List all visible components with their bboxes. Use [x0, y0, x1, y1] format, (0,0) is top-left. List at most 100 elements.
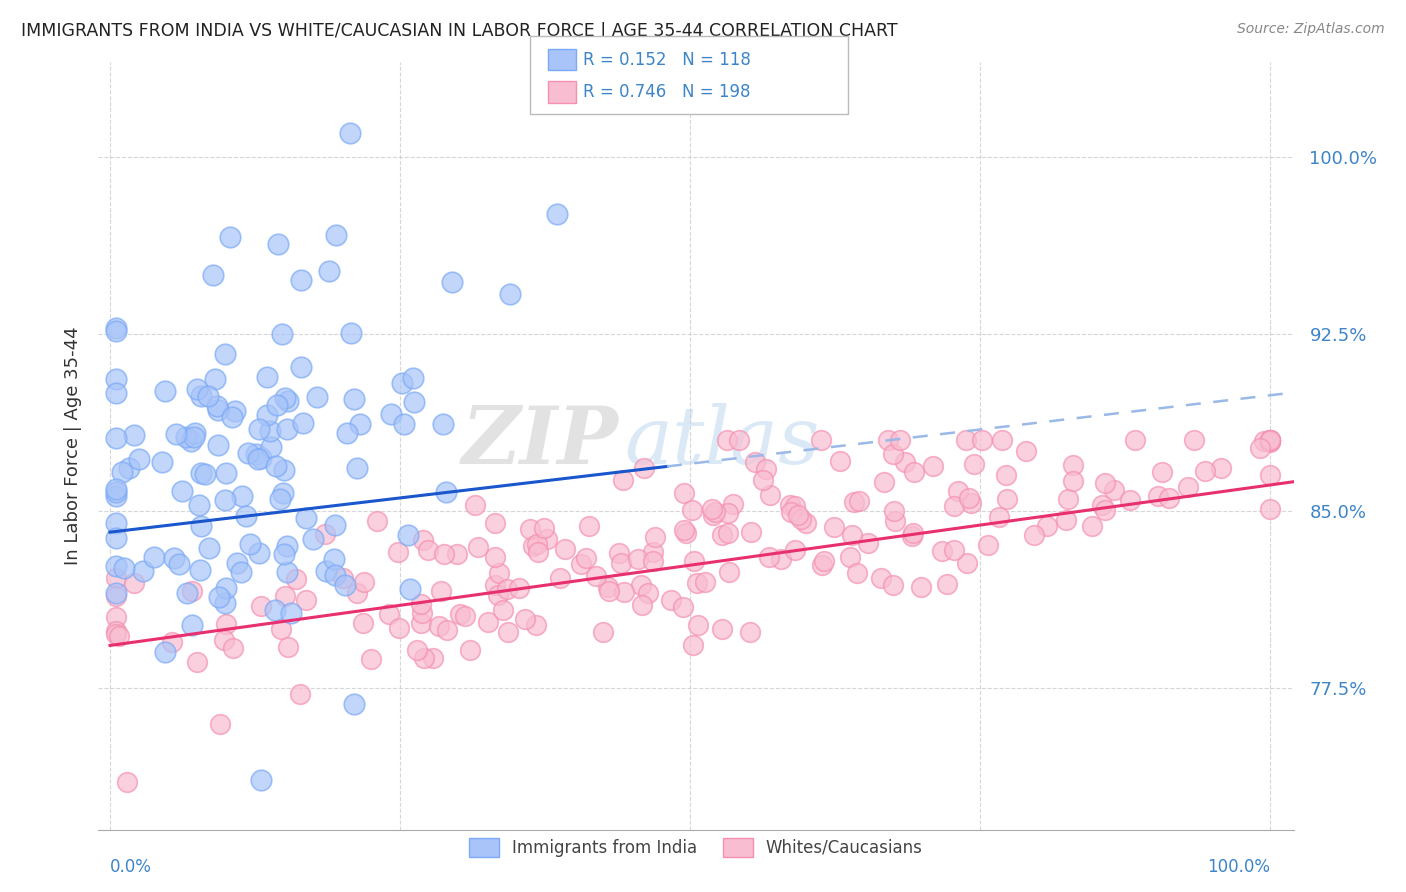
Point [962, 458, 984, 472]
Point [104, 627, 127, 641]
Point [449, 607, 471, 621]
Point [118, 461, 141, 475]
Point [508, 581, 530, 595]
Point [360, 652, 382, 666]
Point [295, 511, 318, 525]
Point [955, 433, 977, 447]
Point [598, 580, 620, 594]
Point [346, 586, 368, 600]
Point [422, 651, 444, 665]
Point [392, 417, 415, 431]
Point [1258, 433, 1281, 447]
Point [631, 598, 654, 612]
Point [592, 624, 614, 639]
Point [585, 569, 607, 583]
Point [406, 643, 429, 657]
Point [231, 565, 253, 579]
Point [686, 575, 709, 590]
Point [221, 409, 243, 424]
Point [104, 485, 127, 500]
Point [1209, 461, 1232, 475]
Point [274, 391, 297, 405]
Point [533, 521, 555, 535]
Point [477, 615, 499, 630]
Point [411, 607, 433, 621]
Point [1258, 467, 1281, 482]
Point [681, 503, 703, 517]
Point [250, 450, 273, 465]
Point [830, 454, 852, 468]
Text: IMMIGRANTS FROM INDIA VS WHITE/CAUCASIAN IN LABOR FORCE | AGE 35-44 CORRELATION : IMMIGRANTS FROM INDIA VS WHITE/CAUCASIAN… [21, 22, 897, 40]
Point [1014, 444, 1036, 458]
Point [399, 582, 422, 596]
Point [207, 438, 229, 452]
Point [936, 577, 959, 591]
Point [245, 447, 267, 461]
Point [571, 558, 593, 572]
Point [738, 625, 761, 640]
Point [276, 539, 298, 553]
Text: R = 0.152   N = 118: R = 0.152 N = 118 [583, 51, 751, 69]
Point [231, 489, 253, 503]
Text: Source: ZipAtlas.com: Source: ZipAtlas.com [1237, 22, 1385, 37]
Point [432, 417, 454, 431]
Text: atlas: atlas [624, 403, 820, 481]
Point [957, 491, 980, 505]
Point [710, 622, 733, 636]
Point [931, 544, 953, 558]
Point [250, 599, 273, 613]
Point [294, 592, 316, 607]
Point [346, 461, 368, 475]
Point [276, 422, 298, 436]
Point [754, 462, 776, 476]
Point [1081, 519, 1104, 533]
Point [883, 504, 905, 518]
Point [977, 538, 1000, 552]
Point [290, 687, 312, 701]
Point [340, 326, 363, 341]
Point [598, 584, 620, 599]
Point [1258, 433, 1281, 447]
Point [273, 463, 295, 477]
Point [104, 372, 127, 386]
Point [546, 206, 568, 220]
Y-axis label: In Labor Force | Age 35-44: In Labor Force | Age 35-44 [63, 326, 82, 566]
Point [434, 484, 457, 499]
Point [186, 655, 208, 669]
Point [488, 566, 510, 581]
Point [104, 431, 127, 445]
Point [305, 390, 328, 404]
Point [274, 589, 297, 603]
Point [446, 547, 468, 561]
Point [222, 641, 245, 656]
Point [409, 616, 432, 631]
Point [153, 384, 176, 398]
Point [536, 532, 558, 546]
Point [160, 635, 183, 649]
Point [441, 275, 464, 289]
Point [872, 475, 894, 489]
Point [207, 402, 229, 417]
Point [994, 468, 1017, 483]
Point [956, 556, 979, 570]
Point [104, 325, 127, 339]
Point [783, 542, 806, 557]
Point [339, 126, 361, 140]
Point [214, 492, 236, 507]
Point [1258, 433, 1281, 447]
Point [270, 622, 292, 636]
Point [432, 547, 454, 561]
Point [256, 369, 278, 384]
Point [721, 497, 744, 511]
Point [273, 547, 295, 561]
Point [104, 571, 127, 585]
Point [848, 494, 870, 508]
Point [188, 563, 211, 577]
Point [212, 633, 235, 648]
Point [492, 603, 515, 617]
Point [641, 545, 664, 559]
Point [682, 638, 704, 652]
Point [554, 542, 576, 557]
Point [883, 514, 905, 528]
Point [702, 508, 724, 523]
